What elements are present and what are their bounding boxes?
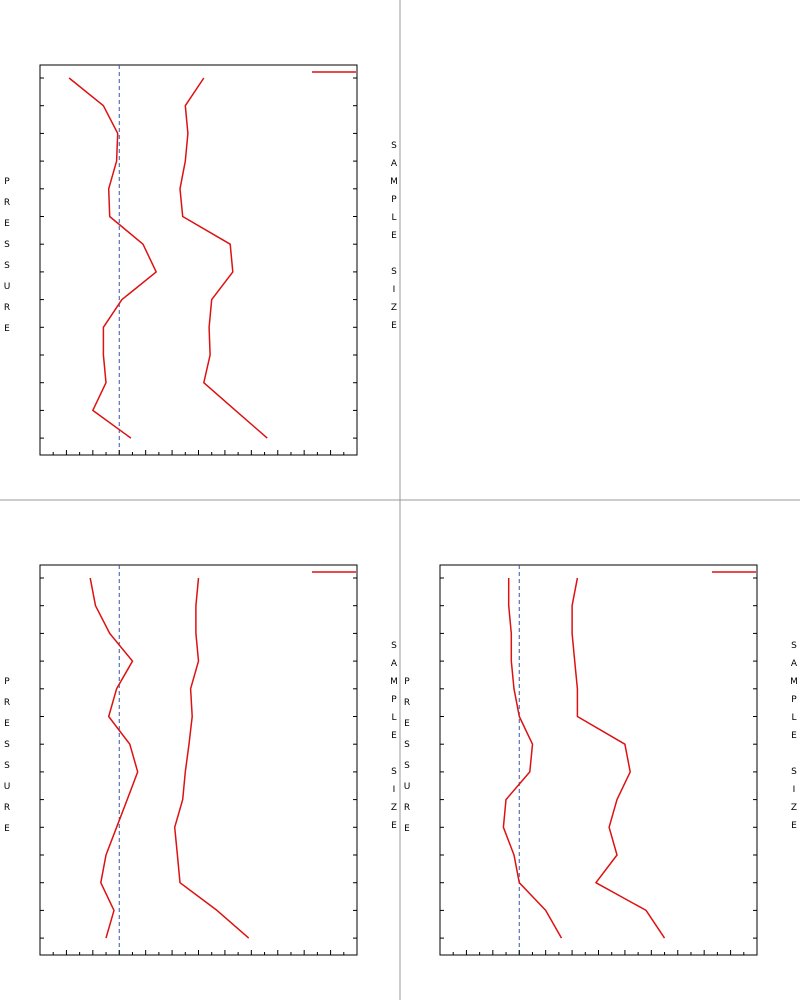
sample-size-axis-letter: I [393,785,396,795]
series-line-1 [68,77,157,439]
sample-size-axis-letter: E [391,731,397,741]
y-axis-label-letter: S [4,240,10,250]
y-axis-label-letter: R [4,698,10,708]
y-axis-label-letter: E [404,824,410,834]
y-axis-label-letter: P [4,177,10,187]
sample-size-axis-letter: L [391,713,396,723]
sample-size-axis-letter: P [391,695,397,705]
sample-size-axis-letter: I [393,285,396,295]
series-line-2 [179,77,268,439]
sample-size-axis-letter: E [391,231,397,241]
sample-size-axis-letter: S [391,267,397,277]
series-line-2 [571,577,666,939]
sample-size-axis-letter: M [390,677,398,687]
sample-size-axis-letter: L [791,713,796,723]
sample-size-axis-letter: L [391,213,396,223]
sample-size-axis-letter: S [391,141,397,151]
sample-size-axis-letter: S [791,767,797,777]
y-axis-label-letter: E [4,219,10,229]
sample-size-axis-letter: E [391,821,397,831]
y-axis-label-letter: E [4,719,10,729]
series-line-2 [173,577,250,939]
sample-size-axis-letter: Z [391,803,397,813]
sample-size-axis-letter: A [391,659,398,669]
sample-size-axis-letter: S [391,641,397,651]
sample-size-axis-letter: S [791,641,797,651]
sample-size-axis-letter: A [791,659,798,669]
plot-frame [439,564,758,956]
y-axis-label-letter: E [404,719,410,729]
y-axis-label-letter: U [404,782,411,792]
sample-size-axis-letter: A [391,159,398,169]
y-axis-label-letter: S [404,740,410,750]
y-axis-label-letter: S [404,761,410,771]
sample-size-axis-letter: I [793,785,796,795]
sample-size-axis-letter: M [790,677,798,687]
y-axis-label-letter: U [4,282,11,292]
y-axis-label-letter: S [4,261,10,271]
y-axis-label-letter: R [404,698,410,708]
sample-size-axis-letter: P [391,195,397,205]
y-axis-label-letter: S [4,740,10,750]
sample-size-axis-letter: P [791,695,797,705]
y-axis-label-letter: P [404,677,410,687]
series-line-1 [502,578,563,939]
plot-frame [39,64,358,456]
sample-size-axis-letter: M [390,177,398,187]
y-axis-label-letter: R [4,803,10,813]
sample-size-axis-letter: S [391,767,397,777]
sample-size-axis-letter: E [391,321,397,331]
y-axis-label-letter: S [4,761,10,771]
y-axis-label-letter: E [4,324,10,334]
sample-size-axis-letter: Z [791,803,797,813]
y-axis-label-letter: R [4,303,10,313]
sample-size-axis-letter: E [791,821,797,831]
y-axis-label-letter: R [404,803,410,813]
sample-size-axis-letter: Z [391,303,397,313]
sample-size-axis-letter: E [791,731,797,741]
series-line-1 [89,577,139,939]
y-axis-label-letter: U [4,782,11,792]
y-axis-label-letter: R [4,198,10,208]
y-axis-label-letter: P [4,677,10,687]
y-axis-label-letter: E [4,824,10,834]
